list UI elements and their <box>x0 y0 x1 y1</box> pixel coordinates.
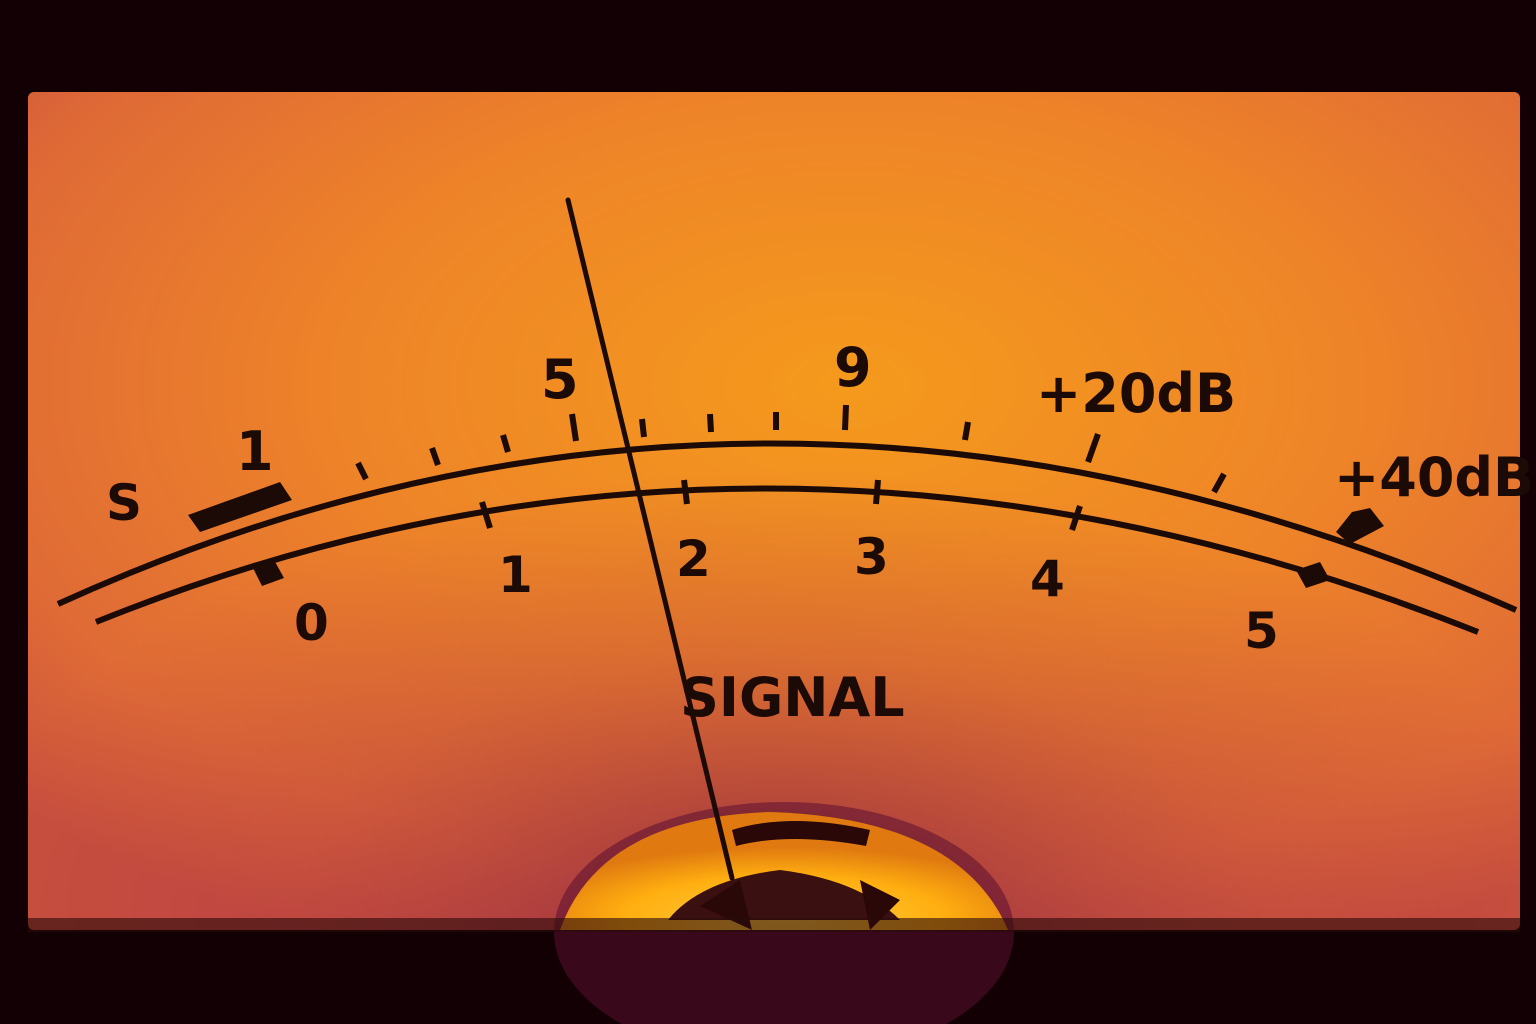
upper-scale-ticks <box>355 404 1227 494</box>
upper-scale-prefix: S <box>106 474 142 532</box>
upper-scale-start-marker <box>188 482 292 532</box>
lower-label-2: 2 <box>676 530 711 588</box>
lower-label-4: 4 <box>1030 550 1065 608</box>
lower-label-5: 5 <box>1244 602 1279 660</box>
lower-scale-start-marker <box>252 560 284 586</box>
upper-label-plus20db: +20dB <box>1036 362 1236 425</box>
lower-label-0: 0 <box>294 594 329 652</box>
lower-scale-arc <box>94 485 1480 635</box>
lower-scale-end-marker <box>1296 562 1330 588</box>
upper-label-1: 1 <box>236 420 274 483</box>
lower-scale-ticks <box>479 479 1083 531</box>
meter-needle <box>565 197 735 881</box>
upper-scale-end-marker <box>1336 508 1384 544</box>
upper-label-plus40db: +40dB <box>1334 446 1534 509</box>
lower-label-3: 3 <box>854 528 889 586</box>
upper-label-5: 5 <box>541 348 579 411</box>
lower-label-1: 1 <box>498 546 533 604</box>
upper-label-9: 9 <box>834 336 872 399</box>
meter-caption: SIGNAL <box>680 666 905 729</box>
upper-scale-arc <box>56 440 1518 613</box>
needle-pivot <box>554 802 1014 1024</box>
